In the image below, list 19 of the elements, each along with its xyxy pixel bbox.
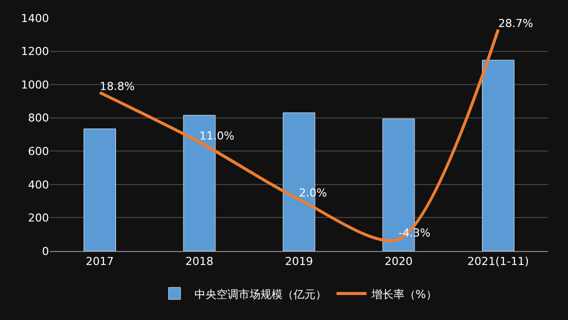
y-tick-label: 600 xyxy=(28,144,49,158)
bar xyxy=(84,128,116,251)
legend-label: 中央空调市场规模（亿元） xyxy=(194,288,326,301)
y-tick-label: 0 xyxy=(42,244,49,258)
y-tick-label: 1200 xyxy=(21,45,49,58)
legend-label: 增长率（%） xyxy=(370,288,437,301)
y-tick-label: 1000 xyxy=(21,78,49,92)
data-label: 18.8% xyxy=(100,80,135,93)
x-tick-label: 2021(1-11) xyxy=(467,255,529,268)
y-tick-label: 1400 xyxy=(21,12,49,25)
y-tick-label: 200 xyxy=(28,212,49,225)
x-tick-label: 2020 xyxy=(384,255,413,268)
x-tick-label: 2019 xyxy=(285,255,313,268)
data-label: 28.7% xyxy=(498,16,534,30)
y-tick-label: 800 xyxy=(28,112,49,125)
bar xyxy=(482,60,514,251)
x-tick-label: 2018 xyxy=(185,255,214,268)
x-tick-label: 2017 xyxy=(86,255,114,268)
y-tick-label: 400 xyxy=(28,178,49,192)
